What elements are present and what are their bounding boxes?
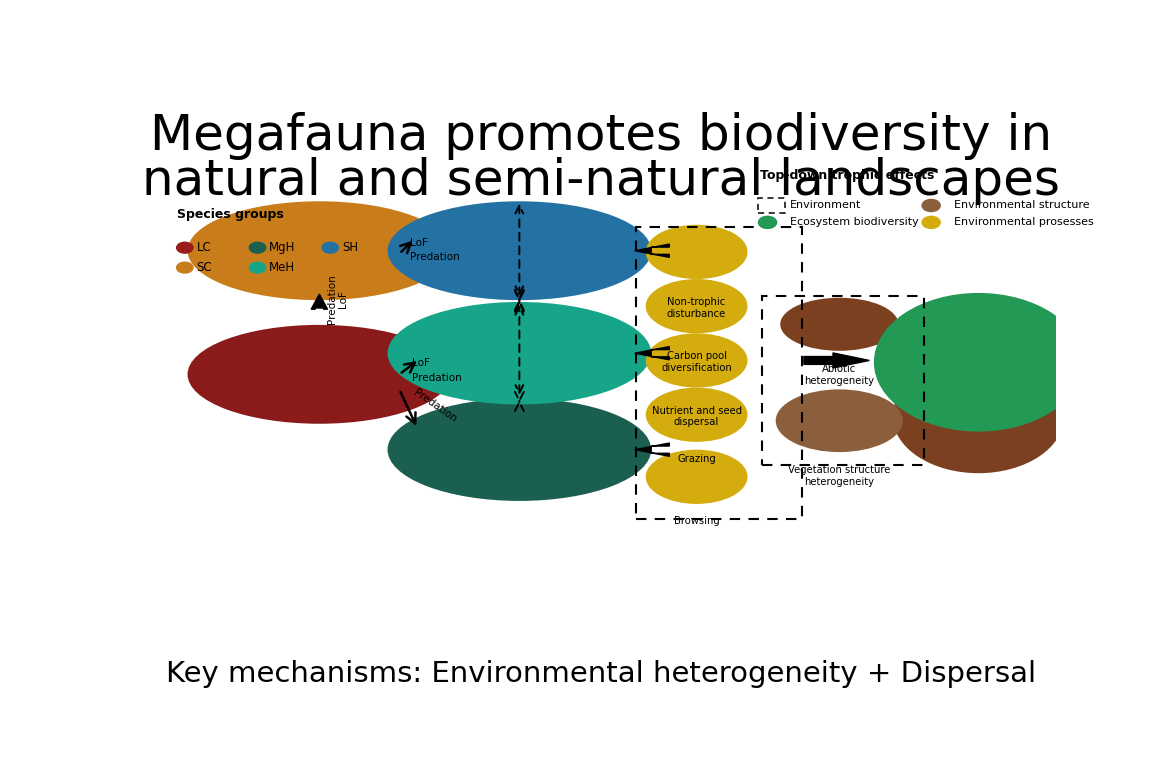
Text: Megafauna promotes biodiversity in: Megafauna promotes biodiversity in [150,112,1052,161]
Text: natural and semi-natural landscapes: natural and semi-natural landscapes [142,157,1060,205]
Ellipse shape [387,399,651,501]
Ellipse shape [775,389,903,452]
Circle shape [177,242,194,253]
Text: Predation: Predation [326,274,337,324]
Ellipse shape [387,302,651,405]
Circle shape [759,216,777,229]
Bar [758,197,785,213]
Text: Abiotic
heterogeneity: Abiotic heterogeneity [805,364,874,386]
Ellipse shape [188,325,452,424]
Circle shape [250,242,266,253]
Text: Environmental prosesses: Environmental prosesses [954,218,1093,227]
Ellipse shape [645,279,747,334]
Text: MeH: MeH [270,261,296,274]
Text: LoF: LoF [412,359,430,368]
Circle shape [922,216,941,229]
Text: Vegetation structure
heterogeneity: Vegetation structure heterogeneity [788,465,890,487]
Ellipse shape [645,388,747,442]
Text: SC: SC [197,261,212,274]
Circle shape [893,359,1064,473]
Text: Key mechanisms: Environmental heterogeneity + Dispersal: Key mechanisms: Environmental heterogene… [167,660,1036,688]
Ellipse shape [645,449,747,504]
Text: Environmental structure: Environmental structure [954,200,1090,211]
Circle shape [250,262,266,273]
Ellipse shape [188,201,452,300]
Text: LoF: LoF [411,238,428,247]
Circle shape [874,293,1083,431]
FancyArrow shape [804,353,869,368]
Circle shape [323,242,339,253]
Text: Predation: Predation [412,388,459,424]
FancyArrow shape [635,443,670,456]
FancyArrow shape [635,244,670,258]
Text: Top-down trophic effects: Top-down trophic effects [760,169,935,182]
Text: Nutrient and seed
dispersal: Nutrient and seed dispersal [651,406,741,428]
FancyArrow shape [311,294,327,309]
Text: SH: SH [343,241,358,254]
Ellipse shape [645,334,747,388]
Text: Predation: Predation [411,252,460,262]
Text: Browsing: Browsing [673,516,719,526]
Text: Grazing: Grazing [677,454,716,464]
Text: Species groups: Species groups [177,207,284,221]
Text: Predation: Predation [412,373,462,383]
Text: Environment: Environment [791,200,862,211]
Text: Carbon pool
diversification: Carbon pool diversification [662,352,732,373]
FancyArrow shape [635,347,670,360]
Text: Ecosystem biodiversity: Ecosystem biodiversity [791,218,918,227]
Text: LC: LC [197,241,211,254]
Ellipse shape [387,201,651,300]
Ellipse shape [645,225,747,279]
Ellipse shape [780,298,899,351]
Text: Non-trophic
disturbance: Non-trophic disturbance [667,297,726,319]
Circle shape [922,200,941,211]
Bar [762,296,924,465]
Text: LoF: LoF [338,290,347,308]
Text: MgH: MgH [270,241,296,254]
Circle shape [177,262,194,273]
Bar [636,226,802,519]
